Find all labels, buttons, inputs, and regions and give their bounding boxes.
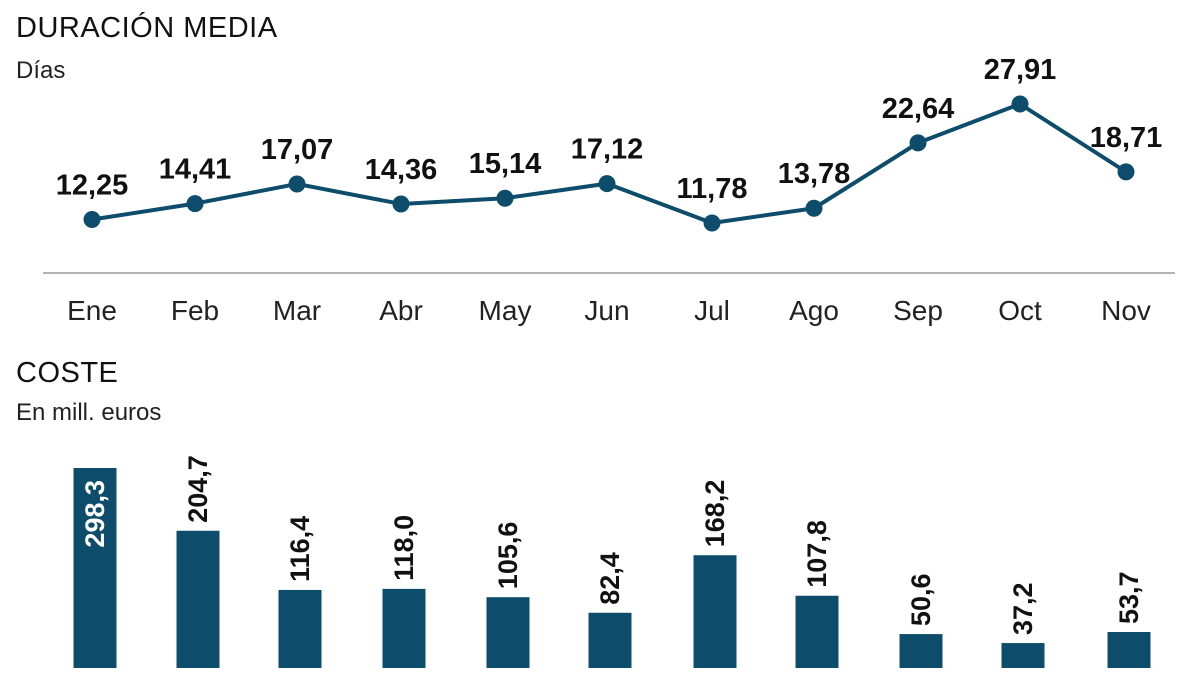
duration-label-ago: 13,78 [778,158,851,190]
x-tick-oct: Oct [998,295,1042,326]
x-tick-ago: Ago [789,295,839,326]
bar-chart-title: COSTE [16,357,119,389]
cost-label-ene: 298,3 [80,480,110,548]
duration-point-sep [909,134,927,152]
x-tick-nov: Nov [1101,295,1151,326]
cost-bar-jun [588,612,632,668]
duration-point-ene [83,211,101,229]
line-chart-subtitle: Días [16,57,66,84]
cost-bar-ago [795,595,839,668]
cost-label-jul: 168,2 [700,480,730,548]
line-chart: 12,25 14,41 17,07 14,36 15,14 17,12 11,78 13,78… [43,54,1175,326]
duration-label-feb: 14,41 [159,154,232,186]
cost-bar-sep [899,634,943,668]
duration-label-sep: 22,64 [882,93,955,125]
duration-point-nov [1117,163,1135,181]
duration-point-ago [805,199,823,217]
cost-bar-jul [693,555,737,668]
cost-bar-nov [1107,631,1151,668]
duration-point-oct [1011,95,1029,113]
x-tick-feb: Feb [171,295,219,326]
duration-label-may: 15,14 [469,148,542,180]
x-tick-abr: Abr [379,295,423,326]
x-tick-may: May [479,295,532,326]
cost-bar-may [486,597,530,668]
cost-label-nov: 53,7 [1114,571,1144,624]
duration-point-jun [598,175,616,193]
duration-point-abr [392,195,410,213]
cost-label-ago: 107,8 [802,520,832,588]
x-tick-sep: Sep [893,295,943,326]
cost-bar-feb [176,530,220,668]
cost-bar-ene [73,468,117,668]
duration-point-feb [186,195,204,213]
cost-label-oct: 37,2 [1008,582,1038,635]
duration-label-jun: 17,12 [571,134,644,166]
line-chart-title: DURACIÓN MEDIA [16,12,278,44]
cost-bar-mar [278,589,322,668]
cost-label-mar: 116,4 [285,516,315,582]
duration-label-mar: 17,07 [261,134,334,166]
duration-point-jul [703,214,721,232]
duration-label-ene: 12,25 [56,170,129,202]
bar-chart-subtitle: En mill. euros [16,399,162,426]
bar-chart: 298,3 204,7 116,4 118,0 105,6 82,4 168,2 107,8 5… [73,455,1151,668]
cost-bar-oct [1001,643,1045,668]
duration-label-oct: 27,91 [984,54,1057,86]
duration-point-mar [288,175,306,193]
cost-label-abr: 118,0 [389,515,419,581]
x-tick-jul: Jul [694,295,730,326]
duration-label-jul: 11,78 [677,173,748,205]
x-tick-jun: Jun [584,295,629,326]
cost-label-sep: 50,6 [906,574,936,627]
cost-label-feb: 204,7 [183,455,213,523]
x-tick-mar: Mar [273,295,321,326]
duration-label-abr: 14,36 [365,154,438,186]
cost-bar-abr [382,588,426,668]
duration-label-nov: 18,71 [1090,122,1163,154]
cost-label-jun: 82,4 [595,552,625,605]
cost-label-may: 105,6 [493,522,523,590]
duration-point-may [496,189,514,207]
x-tick-ene: Ene [67,295,117,326]
